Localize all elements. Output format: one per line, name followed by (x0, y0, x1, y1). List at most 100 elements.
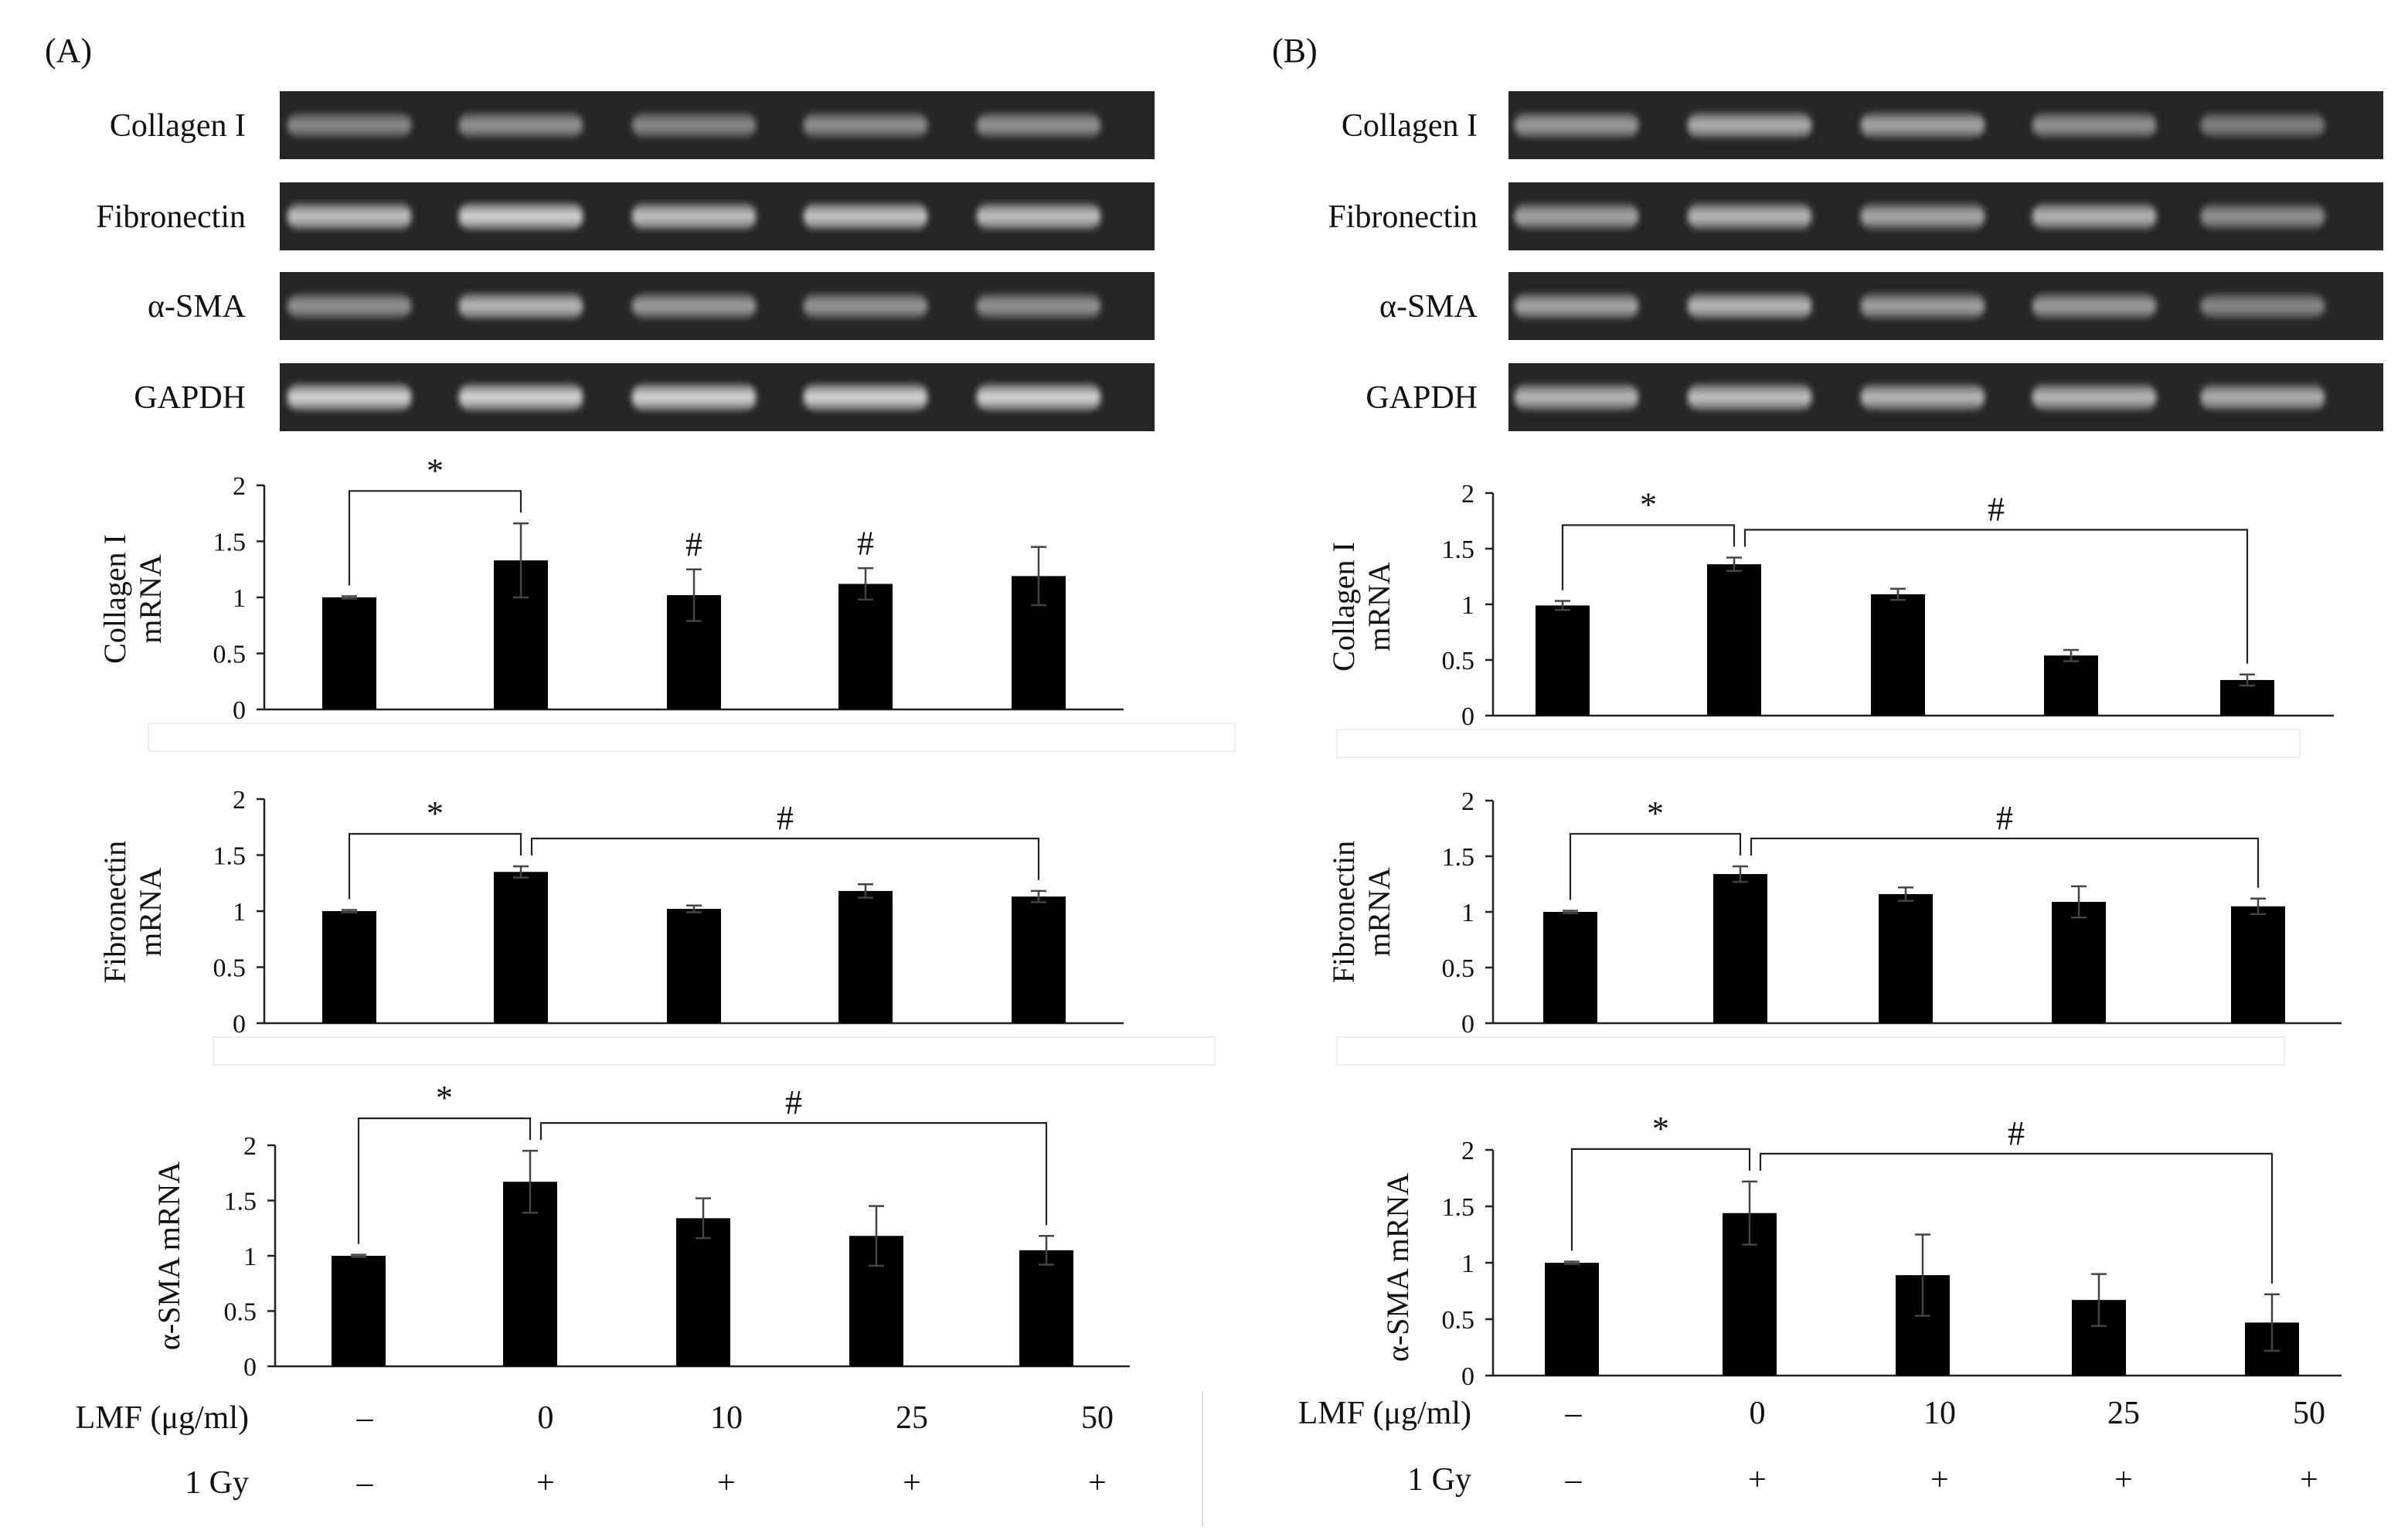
y-tick-label: 0 (1461, 702, 1474, 731)
panel-label: (B) (1272, 32, 1318, 70)
significance-marker: # (685, 526, 702, 563)
y-axis-label-line: α-SMA mRNA (1380, 1173, 1415, 1362)
dose-value: + (2114, 1462, 2133, 1498)
bar-chart-3: 0 0.5 1 1.5 2 α-SMA mRNA * # (151, 1079, 1130, 1382)
gel-band (459, 292, 583, 320)
gel-band (459, 383, 583, 411)
gel-band (459, 112, 583, 138)
gel-band (977, 112, 1100, 138)
y-tick-label: 0.5 (1442, 954, 1475, 983)
bar (322, 911, 376, 1023)
significance-marker: * (427, 794, 444, 832)
gel-band (632, 202, 756, 230)
significance-bracket (539, 1122, 1048, 1226)
panel-label: (A) (45, 32, 92, 70)
y-axis-label-line: mRNA (1362, 867, 1396, 957)
dose-value: – (1565, 1462, 1583, 1498)
significance-marker: # (857, 524, 874, 562)
significance-bracket (1759, 1152, 2274, 1284)
significance-bracket (1743, 529, 2249, 664)
bar (1707, 564, 1761, 716)
significance-marker: # (777, 799, 794, 837)
dose-row-label: 1 Gy (185, 1465, 249, 1501)
y-tick-label: 0 (1461, 1010, 1474, 1039)
significance-marker: # (785, 1083, 802, 1121)
y-tick-label: 1 (1461, 899, 1474, 927)
y-tick-label: 0.5 (213, 641, 247, 669)
y-axis-label-line: Collagen I (97, 534, 132, 664)
y-tick-label: 2 (233, 786, 246, 815)
bar (676, 1218, 730, 1366)
lmf-value: 50 (2293, 1396, 2325, 1431)
bar (1871, 594, 1925, 716)
bar (1713, 874, 1767, 1023)
gel-band (804, 293, 927, 319)
dose-value: + (903, 1465, 921, 1501)
bar (1012, 896, 1066, 1023)
gel-band (632, 293, 756, 319)
y-tick-label: 0.5 (224, 1298, 257, 1327)
significance-marker: # (2008, 1114, 2025, 1152)
significance-bracket (348, 832, 522, 900)
bar (1536, 605, 1590, 716)
y-tick-label: 1.5 (1442, 843, 1475, 872)
dose-value: + (1930, 1462, 1949, 1498)
bar (322, 597, 376, 709)
y-axis-label: α-SMA mRNA (151, 1162, 186, 1350)
significance-bracket (1569, 832, 1742, 900)
y-tick-label: 1 (233, 898, 246, 927)
significance-bracket (1570, 1148, 1751, 1251)
y-tick-label: 1.5 (1442, 1193, 1475, 1222)
lmf-value: – (356, 1400, 374, 1436)
y-tick-label: 1 (1461, 591, 1474, 620)
significance-bracket (1750, 837, 2260, 888)
panel-b: (B) Collagen I Fibronectin α-SMA GAPDH 0 0.5 1 1… (1272, 32, 2383, 1498)
lmf-row-label: LMF (μg/ml) (76, 1400, 249, 1436)
gel-band (804, 202, 927, 230)
dose-value: + (2300, 1462, 2318, 1498)
y-tick-label: 0 (233, 696, 246, 725)
bar (1879, 893, 1933, 1023)
gel-band (977, 383, 1100, 411)
y-axis-label-line: α-SMA mRNA (151, 1162, 186, 1350)
dose-value: + (1748, 1462, 1767, 1498)
bar (2231, 906, 2285, 1023)
lmf-row-label: LMF (μg/ml) (1298, 1396, 1471, 1431)
gel-band (977, 202, 1100, 230)
gel-band (1515, 203, 1638, 230)
y-axis-label-line: mRNA (133, 554, 168, 644)
gel-band (1861, 383, 1985, 411)
y-tick-label: 1.5 (213, 842, 247, 871)
y-axis-label-line: Fibronectin (97, 841, 132, 983)
gel-label: GAPDH (134, 380, 246, 416)
gel-band (459, 202, 583, 230)
lmf-value: 25 (896, 1400, 928, 1436)
bar (838, 583, 893, 709)
gel-band (2032, 112, 2156, 138)
bar (2044, 655, 2098, 716)
dose-value: + (536, 1465, 555, 1501)
gel-band (1861, 112, 1985, 138)
significance-marker: # (1996, 799, 2013, 837)
significance-bracket (530, 837, 1040, 880)
y-axis-label-line: mRNA (133, 867, 168, 957)
gel-band (977, 293, 1100, 319)
y-axis-label-line: mRNA (1362, 562, 1396, 651)
bar (838, 890, 893, 1023)
gel-label: GAPDH (1366, 380, 1478, 416)
y-tick-label: 2 (243, 1132, 257, 1161)
lmf-value: 50 (1081, 1400, 1114, 1436)
gel-band (804, 383, 927, 411)
lmf-value: 25 (2107, 1396, 2140, 1431)
dose-row-label: 1 Gy (1407, 1462, 1471, 1498)
gel-band (1688, 292, 1811, 320)
bar-chart-1: 0 0.5 1 1.5 2 Collagen ImRNA * # (1326, 480, 2334, 731)
y-tick-label: 2 (1461, 1137, 1474, 1165)
gel-band (1515, 293, 1638, 319)
y-axis-label: α-SMA mRNA (1380, 1173, 1415, 1362)
gel-label: α-SMA (148, 289, 247, 325)
bar (1019, 1250, 1073, 1366)
gel-band (2201, 384, 2325, 410)
gel-band (287, 112, 411, 138)
panel-a: (A) Collagen I Fibronectin α-SMA GAPDH 0 0.5 1 1… (45, 32, 1155, 1501)
